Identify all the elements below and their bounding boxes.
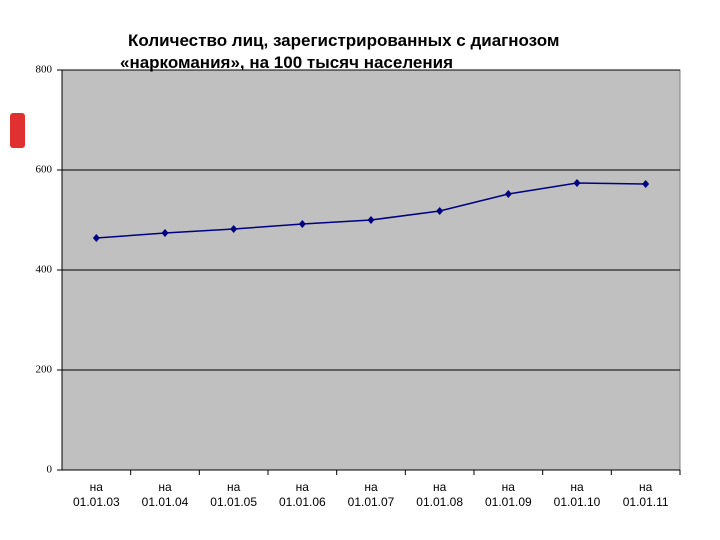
decoration: [10, 113, 25, 148]
x-tick-label: на 01.01.05: [210, 480, 258, 509]
marker: [573, 179, 581, 187]
x-tick-label: на 01.01.11: [622, 480, 669, 509]
marker: [436, 207, 444, 215]
marker: [367, 216, 375, 224]
x-tick-label: на 01.01.09: [484, 480, 532, 509]
y-tick-label: 200: [36, 364, 53, 376]
x-tick-label: на 01.01.07: [347, 480, 395, 509]
chart-title: Количество лиц, зарегистрированных с диа…: [120, 31, 560, 72]
y-tick-label: 0: [47, 464, 53, 476]
x-tick-label: на 01.01.10: [553, 480, 601, 509]
marker: [92, 234, 100, 242]
marker: [161, 229, 169, 237]
marker: [298, 220, 306, 228]
marker: [642, 180, 650, 188]
marker: [504, 190, 512, 198]
x-tick-label: на 01.01.06: [278, 480, 326, 509]
x-tick-label: на 01.01.08: [416, 480, 464, 509]
x-tick-label: на 01.01.04: [141, 480, 189, 509]
marker: [230, 225, 238, 233]
y-tick-label: 800: [36, 64, 53, 76]
x-tick-label: на 01.01.03: [72, 480, 120, 509]
y-tick-label: 600: [36, 164, 53, 176]
y-tick-label: 400: [36, 264, 53, 276]
